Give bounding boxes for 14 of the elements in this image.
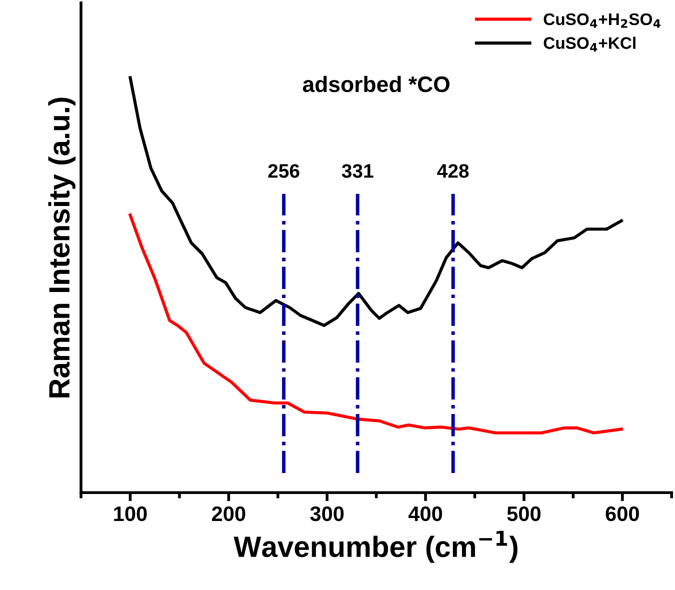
y-axis-title: Raman Intensity (a.u.) [48,98,76,398]
ref-line-label: 256 [268,164,300,178]
x-tick-label: 100 [114,506,147,522]
x-tick-label: 400 [408,506,442,522]
x-tick-label: 500 [507,506,540,522]
ref-line-label: 331 [342,164,374,178]
x-axis-title: Wavenumber (cm$^{−1}$) [234,530,518,563]
annotation: adsorbed *CO [302,76,450,92]
x-tick-label: 300 [310,506,344,522]
x-tick-label: 200 [212,506,246,522]
x-tick-label: 600 [606,506,639,522]
legend-label: CuSO$_{4}$+KCl [544,36,636,52]
ref-line-label: 428 [437,164,469,178]
legend-label: CuSO$_{4}$+H$_{2}$SO$_{4}$ [544,13,660,28]
